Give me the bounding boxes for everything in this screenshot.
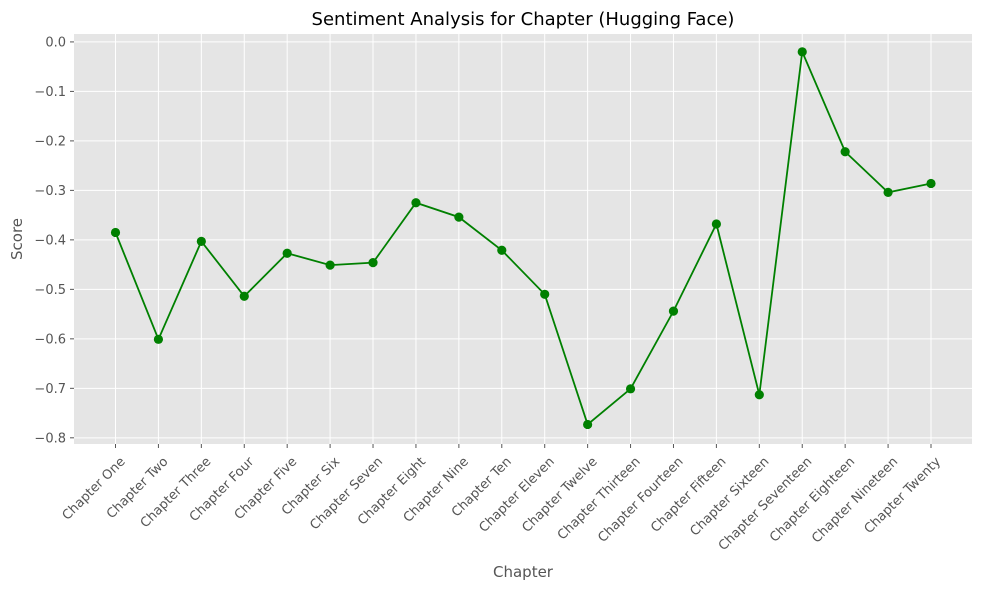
y-tick-label: −0.6 bbox=[34, 332, 66, 347]
x-axis-label: Chapter bbox=[493, 563, 554, 581]
series-layer bbox=[110, 47, 936, 430]
data-point bbox=[368, 258, 378, 268]
y-tick-label: −0.2 bbox=[34, 134, 66, 149]
x-tick-label: Chapter Twenty bbox=[862, 454, 945, 537]
data-point bbox=[325, 260, 335, 270]
y-tick-label: 0.0 bbox=[45, 35, 66, 50]
data-point bbox=[110, 227, 121, 238]
grid bbox=[74, 34, 972, 444]
y-axis-label: Score bbox=[8, 218, 26, 260]
y-tick-label: −0.8 bbox=[34, 431, 66, 446]
y-tick-label: −0.1 bbox=[34, 85, 66, 100]
x-tick-label: Chapter Fifteen bbox=[648, 454, 729, 535]
x-tick-label: Chapter Seven bbox=[307, 454, 386, 533]
data-point bbox=[239, 291, 249, 301]
x-tick-label: Chapter Twelve bbox=[519, 454, 600, 535]
data-point bbox=[711, 219, 721, 229]
data-point bbox=[540, 289, 550, 299]
x-tick-label: Chapter Eleven bbox=[477, 454, 558, 535]
series-line bbox=[114, 48, 932, 426]
y-axis-ticks: 0.0 −0.1 −0.2 −0.3 −0.4 −0.5 −0.6 −0.7 −0.8 bbox=[34, 35, 74, 446]
chart-title: Sentiment Analysis for Chapter (Hugging … bbox=[312, 9, 735, 30]
plot-background bbox=[74, 34, 972, 444]
data-point bbox=[583, 419, 593, 430]
y-tick-label: −0.5 bbox=[34, 283, 66, 298]
data-point bbox=[840, 147, 850, 157]
data-point bbox=[153, 334, 164, 344]
data-point bbox=[797, 47, 807, 57]
y-tick-label: −0.3 bbox=[34, 184, 66, 199]
data-point bbox=[454, 212, 464, 222]
data-point bbox=[411, 198, 421, 208]
data-point bbox=[754, 390, 764, 400]
data-point bbox=[497, 245, 507, 255]
data-point bbox=[196, 236, 206, 246]
data-point bbox=[625, 384, 636, 394]
data-point bbox=[883, 187, 893, 197]
data-point bbox=[282, 248, 292, 258]
y-tick-label: −0.7 bbox=[34, 382, 66, 397]
data-point bbox=[926, 178, 936, 189]
x-tick-label: Chapter Sixteen bbox=[688, 454, 773, 539]
y-tick-label: −0.4 bbox=[34, 233, 66, 248]
data-point bbox=[668, 306, 679, 316]
